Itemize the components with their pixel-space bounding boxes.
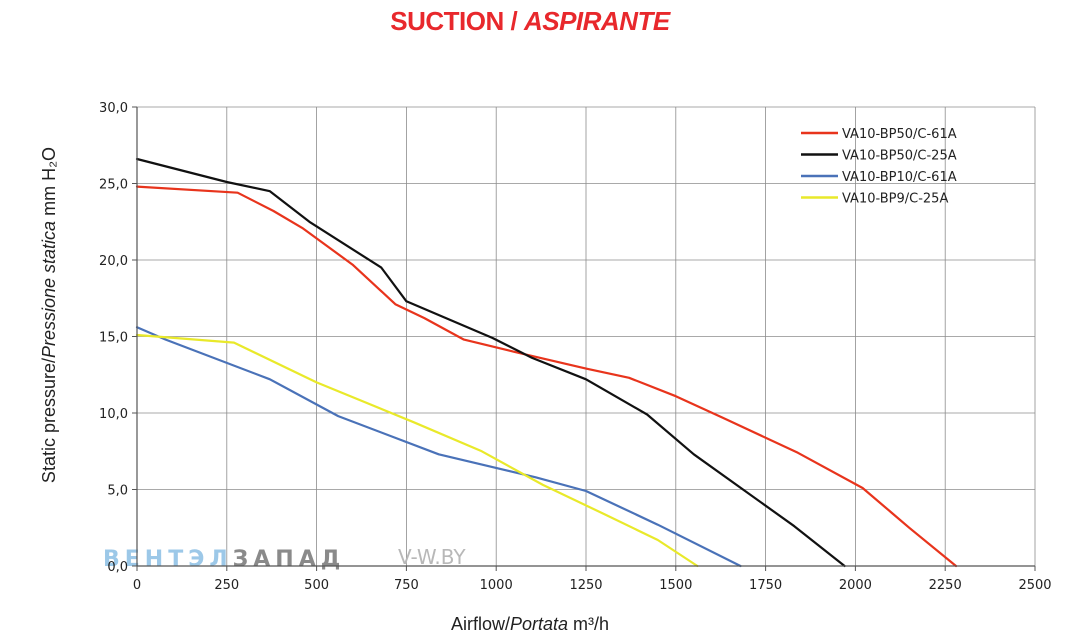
series-lines [135,157,958,568]
x-tick-label: 0 [133,578,141,593]
x-tick-label: 1000 [480,578,513,593]
chart-title: SUCTION / ASPIRANTE [0,6,1060,37]
y-tick-label: 10,0 [99,407,128,422]
y-tick-label: 5,0 [107,484,128,499]
legend-label-2: VA10-BP50/C-25A [842,149,957,164]
y-axis-label: Static pressure/Pressione statica mm H₂O [39,147,59,483]
series-line-4 [135,333,699,568]
legend: VA10-BP50/C-61A VA10-BP50/C-25A VA10-BP10/… [801,127,957,207]
x-axis-label-italic: Portata [510,614,568,634]
x-tick-label: 1500 [659,578,692,593]
x-tick-labels: 0 250 500 750 1000 1250 1500 1750 2000 2250 2500 [133,578,1052,593]
x-axis-label: Airflow/Portata m³/h [451,614,609,634]
y-axis-label-unit: mm H₂O [39,147,59,221]
watermark-brand: ВЕНТЭЛЗАПАД [103,547,345,572]
series-line-1 [135,185,958,568]
x-tick-label: 1250 [569,578,602,593]
y-tick-label: 30,0 [99,101,128,116]
y-axis-label-italic: Pressione statica [39,221,59,358]
watermark-brand-a: ВЕНТЭЛ [103,547,233,572]
x-tick-label: 750 [394,578,419,593]
x-tick-label: 1750 [749,578,782,593]
y-tick-label: 0,0 [107,560,128,575]
x-tick-label: 2500 [1018,578,1051,593]
series-line-3 [135,326,742,568]
y-tick-label: 15,0 [99,331,128,346]
watermark-site: V-W.BY [398,545,466,569]
x-tick-label: 250 [214,578,239,593]
y-tick-label: 25,0 [99,178,128,193]
legend-label-3: VA10-BP10/C-61A [842,170,957,185]
axes [132,106,1036,571]
y-axis-label-main: Static pressure/ [39,358,59,483]
watermark: ВЕНТЭЛЗАПАД V-W.BY [103,545,466,572]
x-tick-label: 500 [304,578,329,593]
x-axis-label-unit: m³/h [568,614,609,634]
x-tick-label: 2250 [929,578,962,593]
y-tick-labels: 0,0 5,0 10,0 15,0 20,0 25,0 30,0 [99,101,128,575]
x-tick-label: 2000 [839,578,872,593]
watermark-brand-b: ЗАПАД [233,547,346,572]
series-line-2 [135,157,846,568]
y-tick-label: 20,0 [99,254,128,269]
chart-title-italic: ASPIRANTE [523,6,670,36]
chart-title-main: SUCTION / [390,6,524,36]
x-axis-label-main: Airflow/ [451,614,510,634]
legend-label-1: VA10-BP50/C-61A [842,127,957,142]
legend-label-4: VA10-BP9/C-25A [842,192,948,207]
